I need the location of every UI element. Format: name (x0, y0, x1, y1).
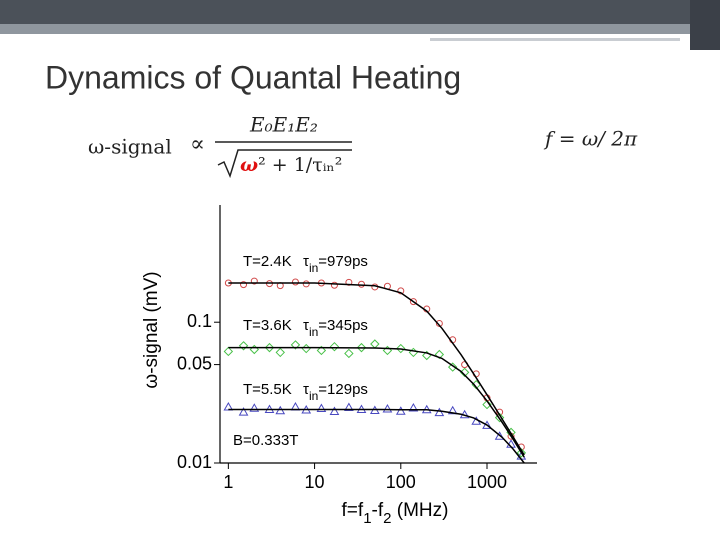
top-band (0, 0, 720, 24)
annotation-label: T=5.5K (243, 381, 292, 398)
data-point (344, 402, 354, 411)
formula-numerator: E₀E₁E₂ (249, 113, 318, 137)
x-label-part: 2 (383, 510, 391, 527)
tau-value: =979ps (318, 253, 368, 270)
data-point (344, 348, 354, 359)
formula-relation: ∝ (190, 132, 205, 157)
data-point (275, 347, 285, 358)
fit-line (228, 408, 525, 464)
tau-value: =345ps (318, 317, 368, 334)
top-stripe (0, 24, 720, 34)
data-point (250, 277, 258, 285)
data-point (447, 405, 458, 415)
tau-subscript: in (309, 389, 318, 403)
data-point (382, 403, 393, 413)
annotation-label: T=2.4K (243, 253, 292, 270)
frequency-formula: f = ω/ 2π (543, 127, 638, 151)
denominator-omega: ω (240, 154, 258, 176)
data-point (482, 399, 492, 410)
denominator-rest: ² + 1/τᵢₙ² (258, 154, 342, 176)
field-note: B=0.333T (233, 432, 298, 449)
data-point (356, 342, 367, 353)
data-point (409, 298, 417, 306)
y-axis-label: ω-signal (mV) (141, 271, 162, 388)
data-point (516, 448, 527, 458)
data-point (238, 407, 249, 416)
data-point (316, 403, 327, 412)
data-point (459, 367, 470, 378)
x-tick-label: 1000 (467, 472, 507, 492)
slide-title: Dynamics of Quantal Heating (45, 59, 461, 95)
annotation-tau: τin=129ps (303, 381, 368, 403)
data-point (275, 405, 286, 415)
data-point (447, 362, 458, 372)
fit-line (228, 282, 525, 456)
data-point (329, 341, 340, 352)
data-point (396, 343, 406, 354)
data-point (329, 406, 340, 416)
formula: ω-signal ∝ E₀E₁E₂ ω² + 1/τᵢₙ² f = ω/ 2π (88, 113, 638, 179)
sqrt-sign (217, 149, 352, 179)
data-point (494, 431, 505, 440)
x-label-part: 1 (363, 510, 371, 527)
corner-block (690, 0, 720, 50)
data-point (249, 403, 260, 412)
tau-subscript: in (309, 325, 318, 339)
x-tick-label: 1 (223, 472, 233, 492)
tau-subscript: in (309, 261, 318, 275)
y-tick-label: 0.01 (177, 452, 212, 472)
x-label-part: f=f (342, 500, 364, 521)
data-point (223, 346, 234, 357)
data-point (316, 345, 327, 356)
data-point (408, 402, 419, 412)
y-tick-label: 0.05 (177, 353, 212, 373)
formula-lhs: ω-signal (88, 135, 172, 159)
accent-line (430, 38, 680, 41)
data-point (345, 278, 353, 286)
data-point (223, 401, 234, 411)
data-point (395, 406, 406, 415)
x-tick-label: 100 (386, 472, 416, 492)
x-label-part: (MHz) (391, 500, 448, 521)
data-point (434, 407, 445, 417)
data-point (291, 278, 299, 286)
tau-value: =129ps (318, 381, 368, 398)
data-point (238, 341, 249, 351)
data-point (264, 342, 275, 353)
data-point (397, 287, 405, 295)
formula-denominator: ω² + 1/τᵢₙ² (240, 154, 342, 176)
x-tick-label: 10 (305, 472, 325, 492)
x-label-part: -f (372, 500, 384, 521)
data-point (302, 280, 310, 288)
annotation-tau: τin=345ps (303, 317, 368, 339)
fit-line (228, 346, 525, 458)
annotation-label: T=3.6K (243, 317, 292, 334)
x-axis-label: f=f1-f2 (MHz) (342, 500, 449, 527)
data-point (482, 420, 492, 429)
tau-symbol: τ (303, 381, 309, 398)
data-point (290, 340, 301, 350)
tau-symbol: τ (303, 317, 309, 334)
data-point (240, 281, 248, 289)
data-point (434, 349, 445, 360)
data-point (330, 281, 338, 289)
y-tick-label: 0.1 (187, 311, 212, 331)
tau-symbol: τ (303, 253, 309, 270)
annotation-tau: τin=979ps (303, 253, 368, 275)
